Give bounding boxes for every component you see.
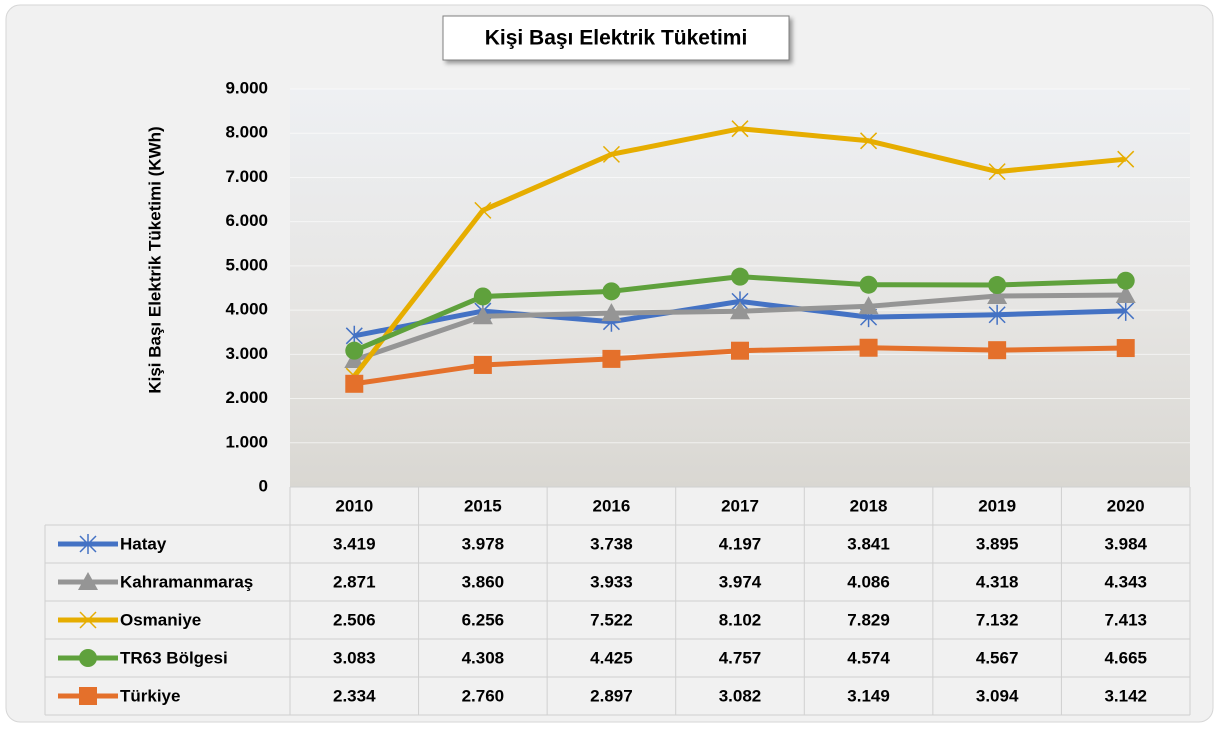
table-value: 7.413: [1104, 610, 1147, 629]
legend-marker: [79, 649, 97, 667]
marker: [472, 306, 493, 325]
marker: [858, 296, 879, 315]
marker: [988, 341, 1007, 360]
marker: [860, 132, 878, 150]
x-tick-label: 2016: [593, 496, 631, 515]
legend-label: TR63 Bölgesi: [120, 648, 228, 667]
y-tick-label: 0: [259, 476, 268, 495]
table-value: 2.760: [462, 686, 505, 705]
table-value: 3.895: [976, 534, 1019, 553]
legend-marker: [78, 572, 98, 590]
table-value: 4.665: [1104, 648, 1147, 667]
table-value: 4.318: [976, 572, 1019, 591]
table-value: 3.094: [976, 686, 1019, 705]
marker: [859, 338, 878, 357]
table-value: 2.506: [333, 610, 376, 629]
table-value: 4.197: [719, 534, 762, 553]
table-value: 3.933: [590, 572, 633, 591]
y-tick-label: 5.000: [225, 255, 268, 274]
marker: [473, 355, 492, 374]
marker: [602, 282, 621, 301]
marker: [345, 374, 364, 393]
y-tick-label: 2.000: [225, 388, 268, 407]
marker: [601, 303, 622, 322]
x-tick-label: 2017: [721, 496, 759, 515]
x-tick-label: 2019: [978, 496, 1016, 515]
table-value: 8.102: [719, 610, 762, 629]
table-value: 3.984: [1104, 534, 1147, 553]
marker: [731, 120, 749, 138]
marker: [731, 267, 749, 286]
table-value: 3.860: [462, 572, 505, 591]
table-value: 2.871: [333, 572, 376, 591]
marker: [602, 145, 620, 163]
table-value: 4.574: [847, 648, 890, 667]
x-tick-label: 2010: [335, 496, 373, 515]
table-value: 3.142: [1104, 686, 1147, 705]
y-tick-label: 3.000: [225, 344, 268, 363]
legend-marker: [79, 687, 97, 705]
marker: [345, 341, 364, 360]
marker: [1116, 339, 1135, 358]
marker: [1117, 150, 1135, 168]
table-value: 3.083: [333, 648, 376, 667]
marker: [859, 275, 878, 294]
table-value: 3.978: [462, 534, 505, 553]
table-value: 4.086: [847, 572, 890, 591]
legend-label: Osmaniye: [120, 610, 201, 629]
table-value: 3.419: [333, 534, 376, 553]
marker: [473, 287, 492, 306]
marker: [988, 276, 1007, 295]
table-value: 6.256: [462, 610, 505, 629]
table-value: 3.841: [847, 534, 890, 553]
marker: [731, 341, 749, 360]
marker: [474, 201, 492, 219]
legend-label: Hatay: [120, 534, 167, 553]
y-tick-label: 4.000: [225, 300, 268, 319]
x-tick-label: 2015: [464, 496, 502, 515]
y-axis-title: Kişi Başı Elektrik Tüketimi (KWh): [145, 126, 164, 393]
legend-marker: [79, 611, 97, 629]
marker: [1116, 271, 1135, 290]
marker: [988, 304, 1006, 325]
table-value: 7.522: [590, 610, 633, 629]
marker: [602, 349, 621, 368]
title-box: [442, 15, 790, 61]
table-value: 3.149: [847, 686, 890, 705]
table-value: 4.757: [719, 648, 762, 667]
legend-label: Kahramanmaraş: [120, 572, 253, 591]
table-value: 7.132: [976, 610, 1019, 629]
legend-label: Türkiye: [120, 686, 180, 705]
table-value: 4.425: [590, 648, 633, 667]
marker: [1115, 284, 1136, 303]
table-value: 2.334: [333, 686, 376, 705]
marker: [730, 301, 750, 320]
marker: [1117, 300, 1135, 321]
table-value: 3.738: [590, 534, 633, 553]
table-value: 3.082: [719, 686, 762, 705]
y-tick-label: 1.000: [225, 432, 268, 451]
y-tick-label: 6.000: [225, 211, 268, 230]
chart-title: Kişi Başı Elektrik Tüketimi: [485, 27, 748, 50]
table-value: 3.974: [719, 572, 762, 591]
table-value: 2.897: [590, 686, 633, 705]
marker: [988, 163, 1006, 181]
legend-marker: [79, 534, 97, 554]
table-value: 4.343: [1104, 572, 1147, 591]
table-value: 4.308: [462, 648, 505, 667]
y-tick-label: 7.000: [225, 167, 268, 186]
plot-background: [290, 89, 1190, 487]
x-tick-label: 2020: [1107, 496, 1145, 515]
x-tick-label: 2018: [850, 496, 888, 515]
table-value: 7.829: [847, 610, 890, 629]
table-value: 4.567: [976, 648, 1019, 667]
marker: [987, 286, 1008, 305]
y-tick-label: 8.000: [225, 123, 268, 142]
y-tick-label: 9.000: [225, 78, 268, 97]
